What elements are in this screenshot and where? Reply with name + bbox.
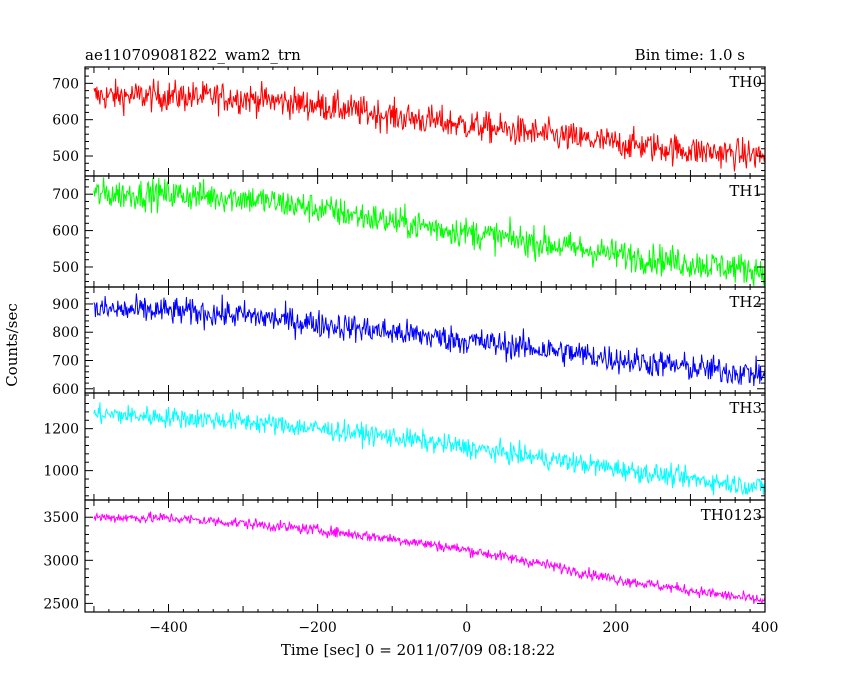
y-axis-label: Counts/sec <box>3 303 21 387</box>
y-tick-label: 1200 <box>43 422 79 438</box>
y-tick-label: 500 <box>52 149 79 165</box>
x-tick-label: 0 <box>462 620 471 636</box>
panel-th3: 1000 1200 TH3 <box>43 392 766 501</box>
y-tick-label: 600 <box>52 224 79 240</box>
title-right: Bin time: 1.0 s <box>635 46 745 64</box>
y-tick-label: 3000 <box>43 553 79 569</box>
y-tick-label: 3500 <box>43 510 79 526</box>
y-tick-label: 600 <box>52 382 79 398</box>
series-line-th0123 <box>93 511 766 605</box>
panel-th1: 500 600 700 TH1 <box>52 175 766 288</box>
x-tick-label: 400 <box>752 620 779 636</box>
series-line-th0 <box>93 78 766 172</box>
panel-th0123: 2500 3000 3500 TH0123 <box>43 499 766 613</box>
x-tick-label: −200 <box>298 620 336 636</box>
panel-th2: 600 700 800 900 TH2 <box>52 286 766 398</box>
x-axis: −400 −200 0 200 400 <box>149 620 778 636</box>
y-tick-label: 600 <box>52 113 79 129</box>
panel-label: TH2 <box>729 293 762 311</box>
panel-frame <box>84 499 766 613</box>
y-tick-label: 500 <box>52 260 79 276</box>
y-tick-label: 800 <box>52 325 79 341</box>
y-tick-label: 2500 <box>43 596 79 612</box>
y-tick-label: 700 <box>52 187 79 203</box>
y-tick-label: 700 <box>52 76 79 92</box>
y-tick-label: 1000 <box>43 464 79 480</box>
series-line-th2 <box>93 293 766 387</box>
panel-label: TH0 <box>729 73 762 91</box>
panels: 500 600 700 TH0 500 600 700 TH1 600 700 800 900 TH2 1… <box>43 66 766 613</box>
panel-label: TH1 <box>729 182 762 200</box>
series-line-th3 <box>93 402 766 496</box>
x-axis-label: Time [sec] 0 = 2011/07/09 08:18:22 <box>281 641 555 659</box>
y-tick-label: 700 <box>52 353 79 369</box>
x-tick-label: −400 <box>149 620 187 636</box>
panel-label: TH0123 <box>701 506 762 524</box>
panel-th0: 500 600 700 TH0 <box>52 66 766 177</box>
y-tick-label: 900 <box>52 297 79 313</box>
series-line-th1 <box>93 177 766 287</box>
panel-frame <box>84 66 766 177</box>
panel-label: TH3 <box>729 399 762 417</box>
x-tick-label: 200 <box>603 620 630 636</box>
title-left: ae110709081822_wam2_trn <box>85 46 301 64</box>
